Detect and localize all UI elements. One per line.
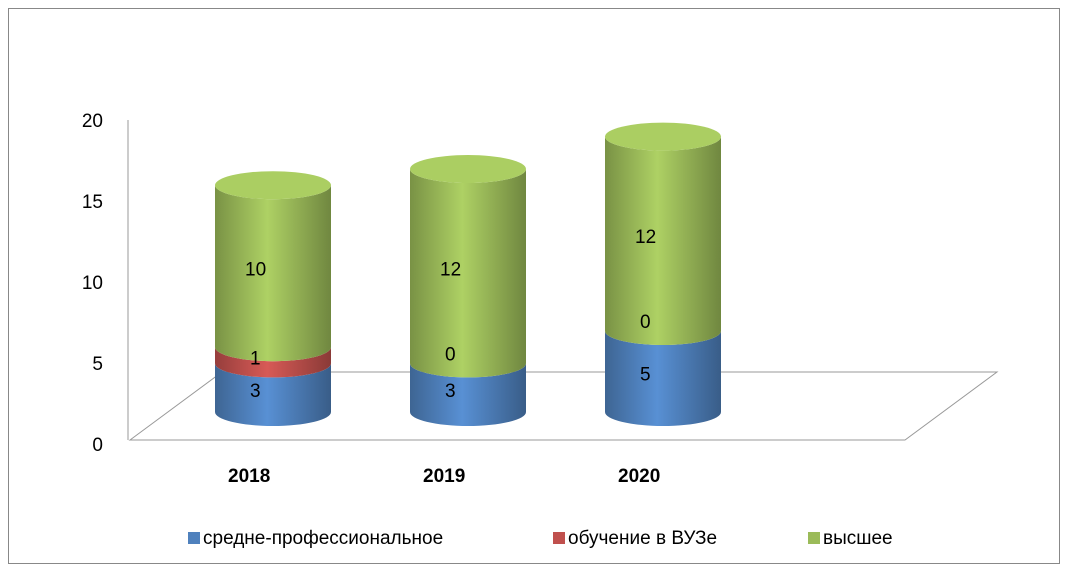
x-tick-label: 2018 — [228, 466, 270, 487]
y-tick-label: 5 — [92, 354, 103, 375]
data-label: 0 — [445, 344, 456, 365]
legend-label: высшее — [823, 528, 893, 549]
legend-label: средне-профессиональное — [203, 528, 443, 549]
chart-border — [8, 8, 1060, 564]
cylinder-segment — [605, 331, 721, 426]
data-label: 3 — [250, 381, 261, 402]
x-tick-label: 2020 — [618, 466, 660, 487]
data-label: 1 — [250, 349, 261, 370]
data-label: 5 — [640, 365, 651, 386]
data-label: 10 — [245, 259, 266, 280]
cylinder-segment — [215, 185, 331, 362]
data-label: 12 — [635, 227, 656, 248]
cylinder-top — [410, 155, 526, 183]
legend-label: обучение в ВУЗе — [568, 528, 717, 549]
cylinder-segment — [215, 363, 331, 426]
cylinder-top — [605, 122, 721, 151]
legend-swatch — [553, 532, 565, 544]
data-label: 12 — [440, 259, 461, 280]
cylinder-segment — [410, 169, 526, 378]
cylinder-segment — [410, 363, 526, 426]
y-tick-label: 20 — [82, 111, 103, 132]
legend-swatch — [188, 532, 200, 544]
floor — [128, 371, 999, 441]
y-tick-label: 15 — [82, 192, 103, 213]
data-label: 3 — [445, 381, 456, 402]
data-label: 0 — [640, 312, 651, 333]
cylinder-segment — [215, 347, 331, 378]
y-tick-label: 10 — [82, 273, 103, 294]
cylinder-top — [215, 171, 331, 200]
x-tick-label: 2019 — [423, 466, 465, 487]
cylinder-segment — [605, 136, 721, 345]
y-tick-label: 0 — [92, 435, 103, 456]
legend-swatch — [808, 532, 820, 544]
